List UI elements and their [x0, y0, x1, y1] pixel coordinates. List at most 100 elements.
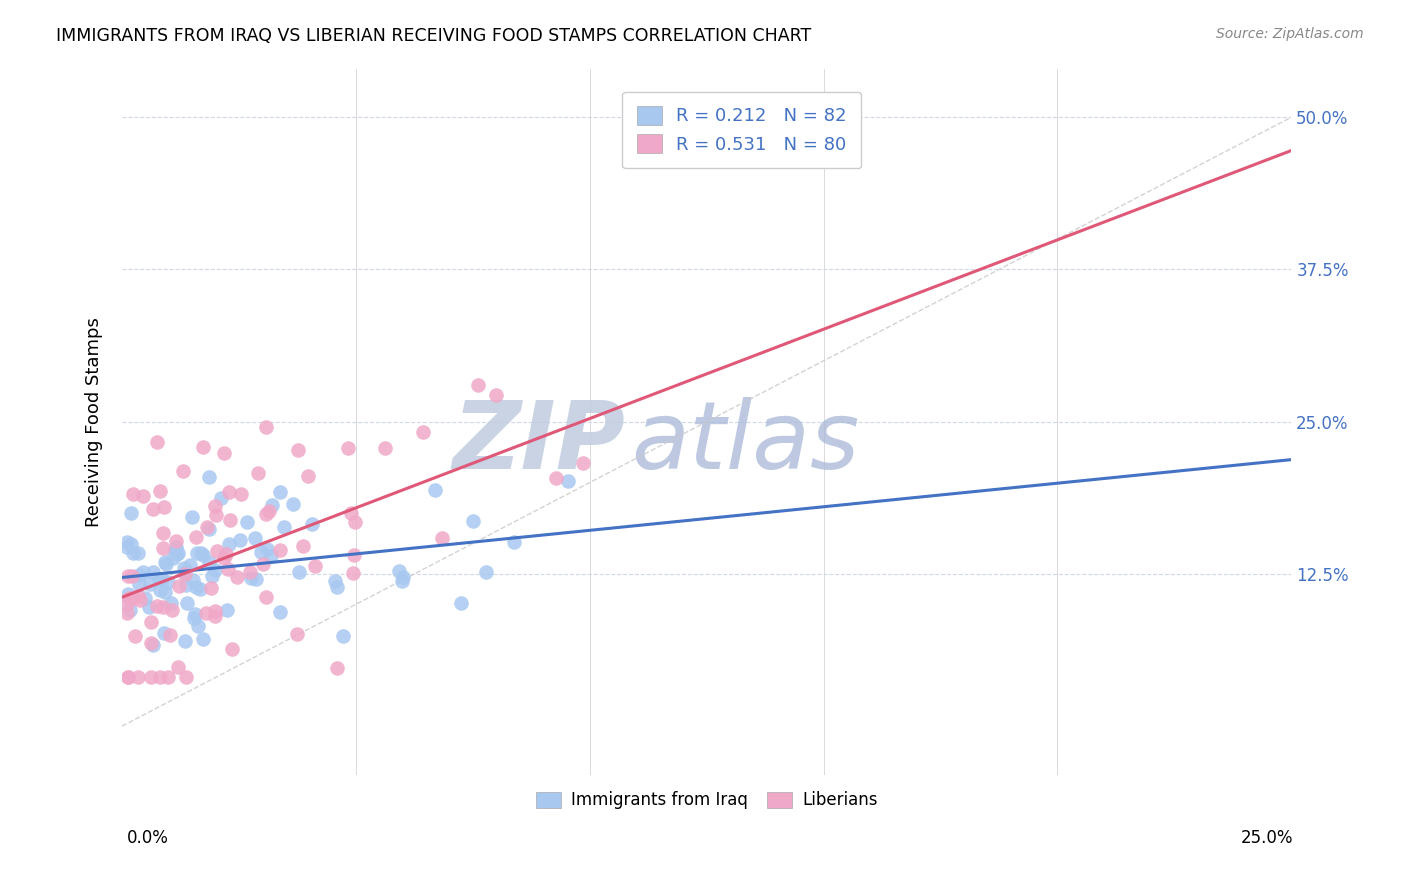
- Point: [262, 498, 284, 512]
- Point: [205, 508, 228, 522]
- Point: [450, 596, 472, 610]
- Point: [127, 589, 149, 603]
- Point: [269, 485, 291, 500]
- Point: [184, 530, 207, 544]
- Point: [117, 587, 139, 601]
- Point: [259, 504, 281, 518]
- Point: [374, 441, 396, 455]
- Point: [172, 464, 194, 478]
- Point: [173, 634, 195, 648]
- Point: [467, 378, 489, 392]
- Point: [215, 547, 238, 561]
- Point: [139, 577, 162, 591]
- Text: atlas: atlas: [631, 397, 859, 488]
- Point: [269, 542, 291, 557]
- Point: [186, 546, 208, 560]
- Point: [179, 558, 201, 572]
- Point: [121, 487, 143, 501]
- Point: [142, 638, 165, 652]
- Point: [204, 563, 226, 577]
- Point: [430, 531, 453, 545]
- Point: [153, 500, 176, 515]
- Point: [201, 569, 224, 583]
- Point: [146, 599, 169, 613]
- Point: [254, 590, 277, 604]
- Point: [218, 537, 240, 551]
- Point: [160, 603, 183, 617]
- Point: [254, 507, 277, 521]
- Point: [181, 509, 204, 524]
- Point: [484, 388, 506, 402]
- Point: [461, 514, 484, 528]
- Point: [194, 607, 217, 621]
- Point: [134, 591, 156, 606]
- Point: [149, 670, 172, 684]
- Point: [198, 522, 221, 536]
- Point: [165, 543, 187, 558]
- Point: [217, 562, 239, 576]
- Point: [243, 531, 266, 545]
- Point: [141, 615, 163, 630]
- Point: [204, 499, 226, 513]
- Point: [343, 548, 366, 562]
- Point: [117, 670, 139, 684]
- Point: [173, 561, 195, 575]
- Point: [127, 546, 149, 560]
- Point: [152, 541, 174, 555]
- Point: [343, 515, 366, 529]
- Point: [191, 441, 214, 455]
- Point: [557, 474, 579, 488]
- Point: [221, 641, 243, 656]
- Point: [184, 607, 207, 621]
- Point: [204, 608, 226, 623]
- Text: Source: ZipAtlas.com: Source: ZipAtlas.com: [1216, 27, 1364, 41]
- Point: [254, 420, 277, 434]
- Point: [167, 579, 190, 593]
- Legend: Immigrants from Iraq, Liberians: Immigrants from Iraq, Liberians: [529, 785, 884, 816]
- Point: [212, 551, 235, 566]
- Point: [142, 501, 165, 516]
- Point: [174, 578, 197, 592]
- Point: [187, 619, 209, 633]
- Point: [283, 497, 305, 511]
- Point: [176, 596, 198, 610]
- Point: [246, 466, 269, 480]
- Point: [291, 539, 314, 553]
- Point: [173, 566, 195, 580]
- Point: [197, 469, 219, 483]
- Point: [228, 533, 250, 547]
- Point: [301, 517, 323, 532]
- Point: [297, 468, 319, 483]
- Point: [342, 566, 364, 580]
- Point: [287, 443, 309, 458]
- Point: [200, 581, 222, 595]
- Point: [326, 580, 349, 594]
- Point: [188, 582, 211, 596]
- Point: [121, 569, 143, 583]
- Point: [167, 659, 190, 673]
- Point: [285, 627, 308, 641]
- Point: [120, 537, 142, 551]
- Point: [204, 605, 226, 619]
- Point: [115, 607, 138, 621]
- Point: [219, 513, 242, 527]
- Point: [142, 565, 165, 579]
- Point: [150, 572, 173, 586]
- Point: [132, 489, 155, 503]
- Point: [191, 632, 214, 647]
- Point: [183, 611, 205, 625]
- Point: [159, 628, 181, 642]
- Point: [160, 596, 183, 610]
- Point: [304, 559, 326, 574]
- Point: [155, 555, 177, 569]
- Point: [190, 546, 212, 560]
- Point: [117, 568, 139, 582]
- Point: [412, 425, 434, 440]
- Point: [571, 456, 593, 470]
- Point: [252, 558, 274, 572]
- Point: [117, 591, 139, 606]
- Text: 25.0%: 25.0%: [1241, 829, 1294, 847]
- Point: [239, 565, 262, 579]
- Point: [120, 506, 142, 520]
- Point: [269, 605, 291, 619]
